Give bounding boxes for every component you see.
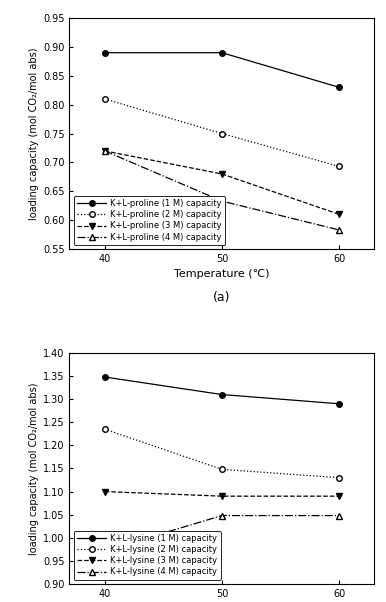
Line: K+L-proline (3 M) capacity: K+L-proline (3 M) capacity: [102, 148, 342, 217]
K+L-proline (4 M) capacity: [220, 197, 224, 205]
Line: K+L-lysine (4 M) capacity: K+L-lysine (4 M) capacity: [102, 513, 342, 553]
K+L-lysine (3 M) capacity: [102, 488, 107, 495]
K+L-proline (2 M) capacity: [102, 95, 107, 102]
K+L-lysine (4 M) capacity: [337, 512, 342, 519]
K+L-proline (1 M) capacity: [102, 49, 107, 57]
Line: K+L-lysine (1 M) capacity: K+L-lysine (1 M) capacity: [102, 374, 342, 406]
Line: K+L-proline (1 M) capacity: K+L-proline (1 M) capacity: [102, 50, 342, 90]
X-axis label: Temperature (℃): Temperature (℃): [174, 270, 270, 279]
K+L-proline (1 M) capacity: [220, 49, 224, 57]
K+L-lysine (4 M) capacity: [220, 512, 224, 519]
Line: K+L-proline (2 M) capacity: K+L-proline (2 M) capacity: [102, 96, 342, 169]
Text: (a): (a): [213, 291, 231, 303]
K+L-lysine (1 M) capacity: [102, 373, 107, 380]
K+L-proline (2 M) capacity: [337, 163, 342, 170]
K+L-lysine (2 M) capacity: [220, 466, 224, 473]
K+L-lysine (1 M) capacity: [220, 391, 224, 398]
K+L-lysine (3 M) capacity: [220, 492, 224, 500]
Line: K+L-lysine (3 M) capacity: K+L-lysine (3 M) capacity: [102, 489, 342, 499]
Line: K+L-proline (4 M) capacity: K+L-proline (4 M) capacity: [102, 148, 342, 233]
K+L-lysine (4 M) capacity: [102, 547, 107, 554]
K+L-proline (3 M) capacity: [337, 211, 342, 218]
K+L-proline (4 M) capacity: [102, 147, 107, 155]
K+L-lysine (1 M) capacity: [337, 400, 342, 408]
K+L-proline (4 M) capacity: [337, 226, 342, 234]
Y-axis label: loading capacity (mol CO₂/mol abs): loading capacity (mol CO₂/mol abs): [29, 48, 39, 220]
K+L-proline (2 M) capacity: [220, 130, 224, 137]
K+L-proline (3 M) capacity: [220, 170, 224, 178]
Legend: K+L-proline (1 M) capacity, K+L-proline (2 M) capacity, K+L-proline (3 M) capaci: K+L-proline (1 M) capacity, K+L-proline …: [74, 196, 225, 245]
K+L-lysine (2 M) capacity: [102, 426, 107, 433]
Legend: K+L-lysine (1 M) capacity, K+L-lysine (2 M) capacity, K+L-lysine (3 M) capacity,: K+L-lysine (1 M) capacity, K+L-lysine (2…: [74, 531, 221, 580]
Line: K+L-lysine (2 M) capacity: K+L-lysine (2 M) capacity: [102, 426, 342, 480]
Y-axis label: loading capacity (mol CO₂/mol abs): loading capacity (mol CO₂/mol abs): [29, 382, 39, 554]
K+L-proline (1 M) capacity: [337, 84, 342, 91]
K+L-lysine (2 M) capacity: [337, 474, 342, 482]
K+L-proline (3 M) capacity: [102, 147, 107, 155]
K+L-lysine (3 M) capacity: [337, 492, 342, 500]
